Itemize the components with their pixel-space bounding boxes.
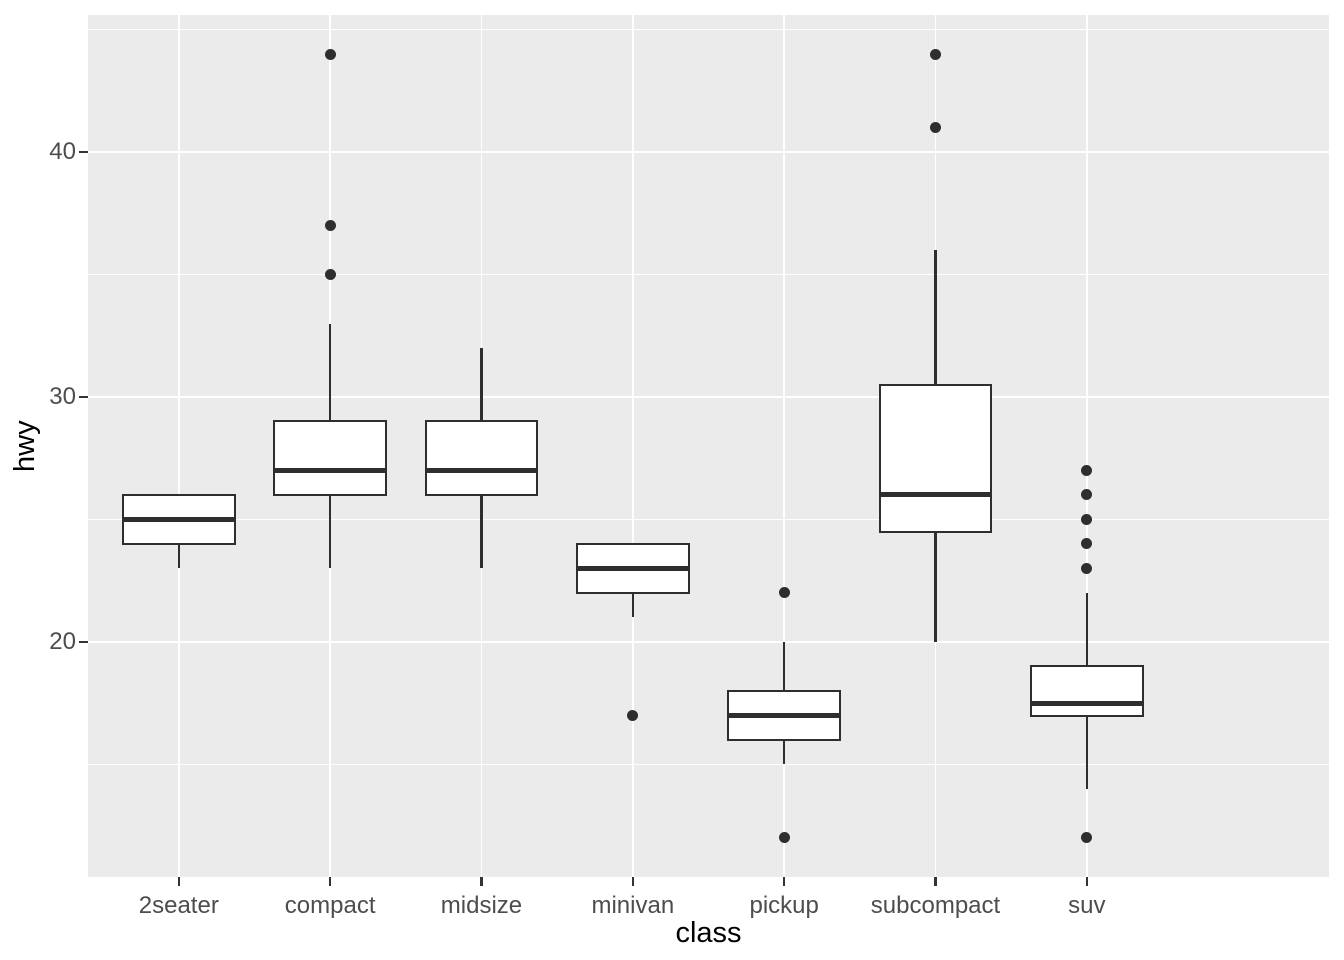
boxplot-compact-lower-whisker — [328, 494, 332, 569]
boxplot-midsize-upper-whisker — [480, 348, 483, 422]
x-tick-label: minivan — [591, 892, 675, 919]
y-tick-label: 40 — [49, 138, 76, 166]
x-tick-label: midsize — [440, 892, 523, 919]
boxplot-pickup-outlier-point — [778, 832, 790, 844]
plot-panel — [88, 15, 1329, 877]
gridline-major-y — [88, 396, 1329, 399]
x-tick-mark — [480, 877, 483, 886]
boxplot-pickup-outlier-point — [778, 587, 790, 599]
gridline-major-y — [88, 640, 1329, 643]
boxplot-minivan-outlier-point — [627, 709, 639, 721]
gridline-major-x — [1086, 15, 1088, 877]
boxplot-subcompact-upper-whisker — [934, 250, 937, 385]
boxplot-2seater-lower-whisker — [177, 543, 181, 569]
gridline-minor-y — [88, 763, 1329, 765]
boxplot-suv-lower-whisker — [1085, 715, 1089, 789]
boxplot-midsize-median — [424, 467, 539, 473]
y-tick-mark — [79, 640, 88, 644]
gridline-major-x — [632, 15, 634, 877]
x-tick-label: suv — [1068, 892, 1106, 919]
x-tick-mark — [1085, 877, 1089, 886]
boxplot-midsize-lower-whisker — [480, 494, 483, 569]
boxplot-compact-outlier-point — [324, 269, 336, 281]
boxplot-compact-upper-whisker — [328, 323, 332, 422]
boxplot-pickup-median — [727, 712, 841, 718]
x-tick-mark — [328, 877, 332, 886]
boxplot-subcompact-outlier-point — [930, 48, 941, 60]
gridline-minor-y — [88, 518, 1329, 520]
x-axis-title: class — [675, 917, 742, 949]
boxplot-compact-box — [273, 420, 387, 497]
y-tick-label: 20 — [49, 627, 76, 655]
gridline-minor-y — [88, 274, 1329, 276]
y-tick-mark — [79, 150, 88, 154]
boxplot-subcompact-lower-whisker — [934, 531, 937, 642]
gridline-major-x — [178, 15, 180, 877]
boxplot-suv-outlier-point — [1081, 832, 1093, 844]
x-tick-label: 2seater — [138, 892, 219, 919]
boxplot-2seater-median — [122, 516, 236, 522]
x-tick-mark — [934, 877, 937, 886]
boxplot-compact-outlier-point — [324, 220, 336, 232]
boxplot-suv-outlier-point — [1081, 513, 1093, 525]
x-tick-mark — [782, 877, 786, 886]
boxplot-suv-outlier-point — [1081, 489, 1093, 501]
boxplot-subcompact-median — [878, 492, 993, 498]
boxplot-minivan-lower-whisker — [631, 592, 635, 618]
boxplot-pickup-lower-whisker — [782, 739, 786, 765]
x-tick-label: pickup — [749, 892, 819, 919]
boxplot-pickup-upper-whisker — [782, 641, 786, 691]
boxplot-suv-median — [1030, 700, 1144, 706]
boxplot-suv-outlier-point — [1081, 538, 1093, 550]
y-tick-mark — [79, 395, 88, 399]
x-tick-label: compact — [284, 892, 376, 919]
boxplot-compact-median — [273, 467, 387, 473]
boxplot-compact-outlier-point — [324, 48, 336, 60]
boxplot-suv-box — [1030, 665, 1144, 717]
y-tick-label: 30 — [49, 383, 76, 411]
boxplot-suv-outlier-point — [1081, 464, 1093, 476]
gridline-major-x — [783, 15, 785, 877]
gridline-major-y — [88, 151, 1329, 154]
gridline-minor-y — [88, 29, 1329, 31]
boxplot-minivan-median — [576, 565, 690, 571]
boxplot-subcompact-box — [878, 383, 993, 533]
boxplot-subcompact-outlier-point — [930, 122, 941, 134]
x-tick-mark — [177, 877, 181, 886]
boxplot-suv-upper-whisker — [1085, 592, 1089, 667]
x-tick-label: subcompact — [870, 892, 1001, 919]
boxplot-midsize-box — [424, 420, 539, 497]
x-tick-mark — [631, 877, 635, 886]
boxplot-suv-outlier-point — [1081, 562, 1093, 574]
